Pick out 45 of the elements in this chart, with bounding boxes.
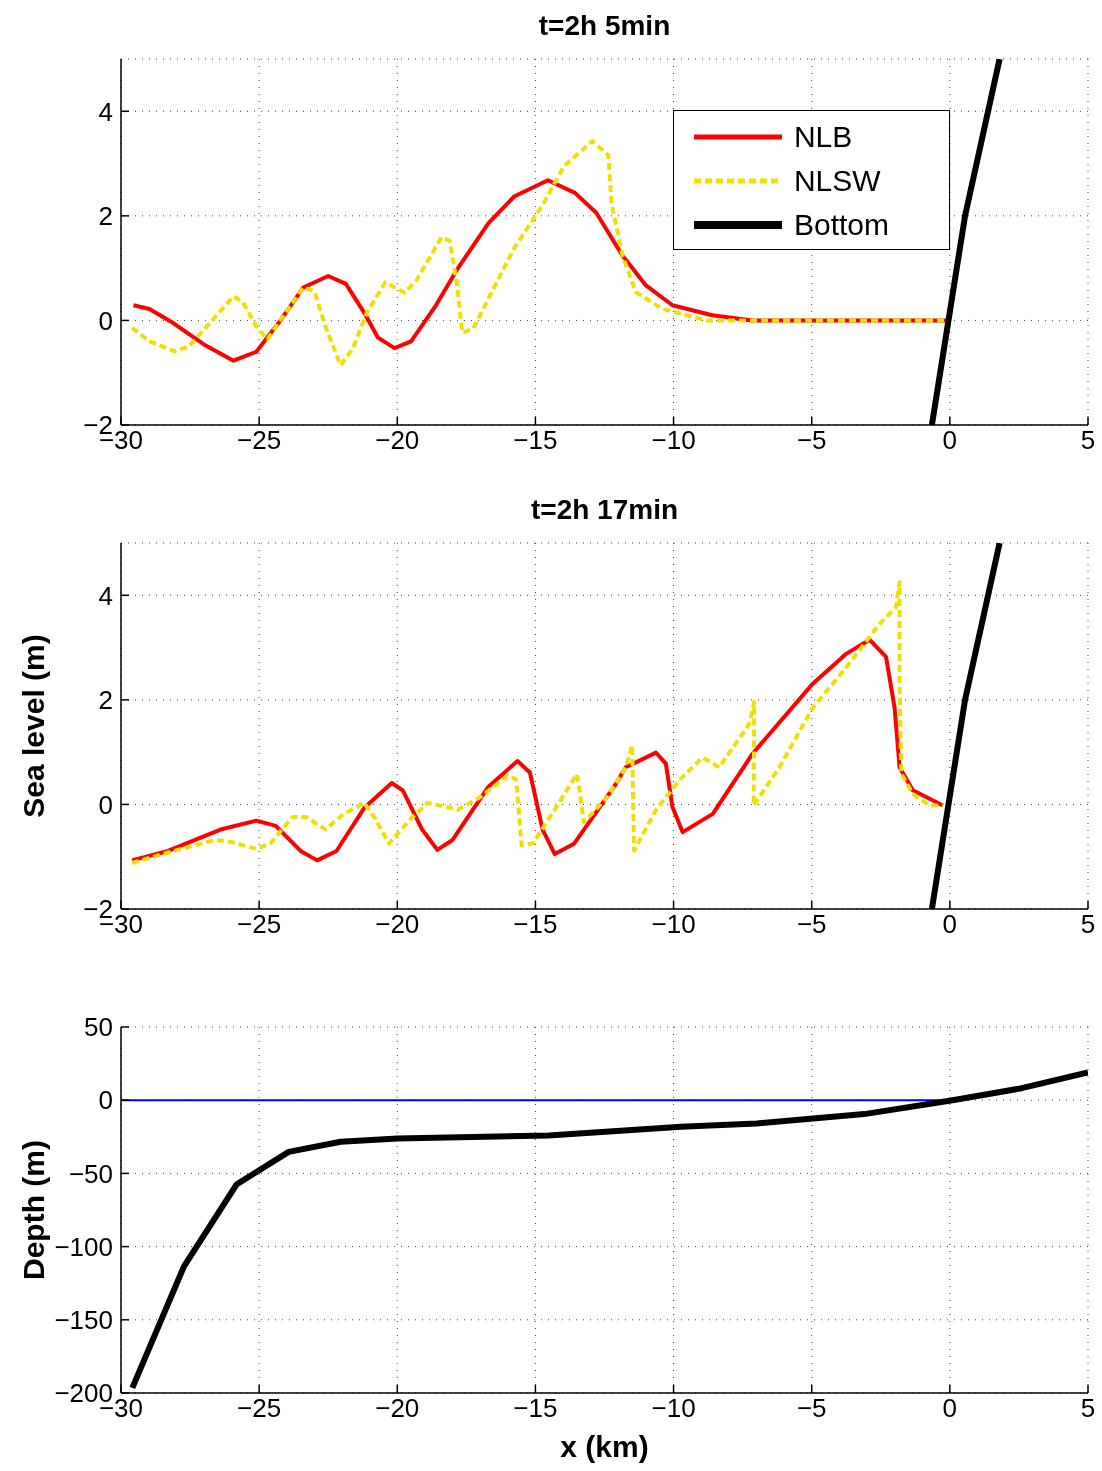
y-tick-label: 2 <box>98 201 113 232</box>
x-tick-label: −5 <box>796 909 827 940</box>
legend-entry: NLB <box>691 115 889 159</box>
x-tick-label: 0 <box>942 909 958 940</box>
x-tick-label: −25 <box>237 909 282 940</box>
y-axis-title: Depth (m) <box>16 1140 50 1280</box>
y-tick-label: −150 <box>54 1305 113 1336</box>
line-series <box>130 637 945 863</box>
x-tick-label: −10 <box>651 425 696 456</box>
x-tick-label: −10 <box>651 1393 696 1424</box>
y-axis-title: Sea level (m) <box>16 634 50 818</box>
legend-label: NLSW <box>793 164 881 198</box>
x-tick-label: −5 <box>796 1393 827 1424</box>
x-tick-label: 5 <box>1080 909 1096 940</box>
line-series <box>130 580 945 865</box>
chart-title: t=2h 17min <box>529 493 680 527</box>
y-tick-label: 2 <box>98 685 113 716</box>
y-tick-label: 0 <box>98 305 113 336</box>
x-tick-label: −15 <box>513 425 558 456</box>
x-tick-label: −20 <box>375 909 420 940</box>
y-tick-label: 0 <box>98 1085 113 1116</box>
x-tick-label: −20 <box>375 1393 420 1424</box>
x-tick-label: −15 <box>513 1393 558 1424</box>
x-tick-label: −15 <box>513 909 558 940</box>
y-tick-label: 50 <box>84 1012 113 1043</box>
y-tick-label: −100 <box>54 1231 113 1262</box>
x-axis-title: x (km) <box>560 1430 649 1463</box>
legend-label: NLB <box>793 120 853 154</box>
x-tick-label: −25 <box>237 425 282 456</box>
y-tick-label: 0 <box>98 789 113 820</box>
legend-entry: Bottom <box>691 203 889 247</box>
x-tick-label: −10 <box>651 909 696 940</box>
chart-title: t=2h 5min <box>537 9 672 43</box>
x-tick-label: 0 <box>942 425 958 456</box>
x-tick-label: −20 <box>375 425 420 456</box>
y-tick-label: 4 <box>98 580 113 611</box>
legend-entry: NLSW <box>691 159 889 203</box>
x-tick-label: 0 <box>942 1393 958 1424</box>
x-tick-label: −5 <box>796 425 827 456</box>
y-tick-label: 4 <box>98 96 113 127</box>
x-tick-label: −25 <box>237 1393 282 1424</box>
x-tick-label: 5 <box>1080 1393 1096 1424</box>
y-tick-label: −50 <box>68 1158 113 1189</box>
legend-label: Bottom <box>793 208 889 242</box>
x-tick-label: 5 <box>1080 425 1096 456</box>
